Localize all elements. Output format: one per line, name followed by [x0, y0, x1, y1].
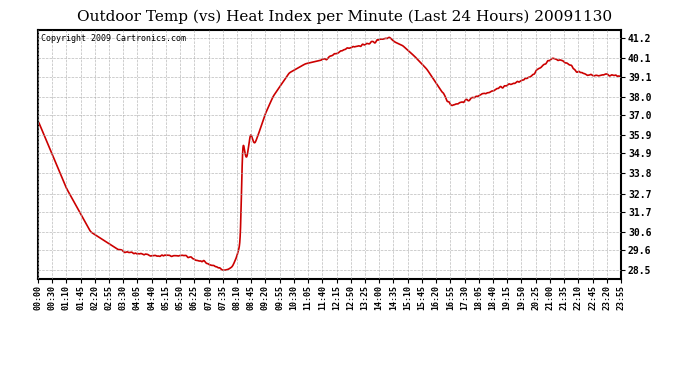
Text: Copyright 2009 Cartronics.com: Copyright 2009 Cartronics.com: [41, 34, 186, 43]
Text: Outdoor Temp (vs) Heat Index per Minute (Last 24 Hours) 20091130: Outdoor Temp (vs) Heat Index per Minute …: [77, 9, 613, 24]
